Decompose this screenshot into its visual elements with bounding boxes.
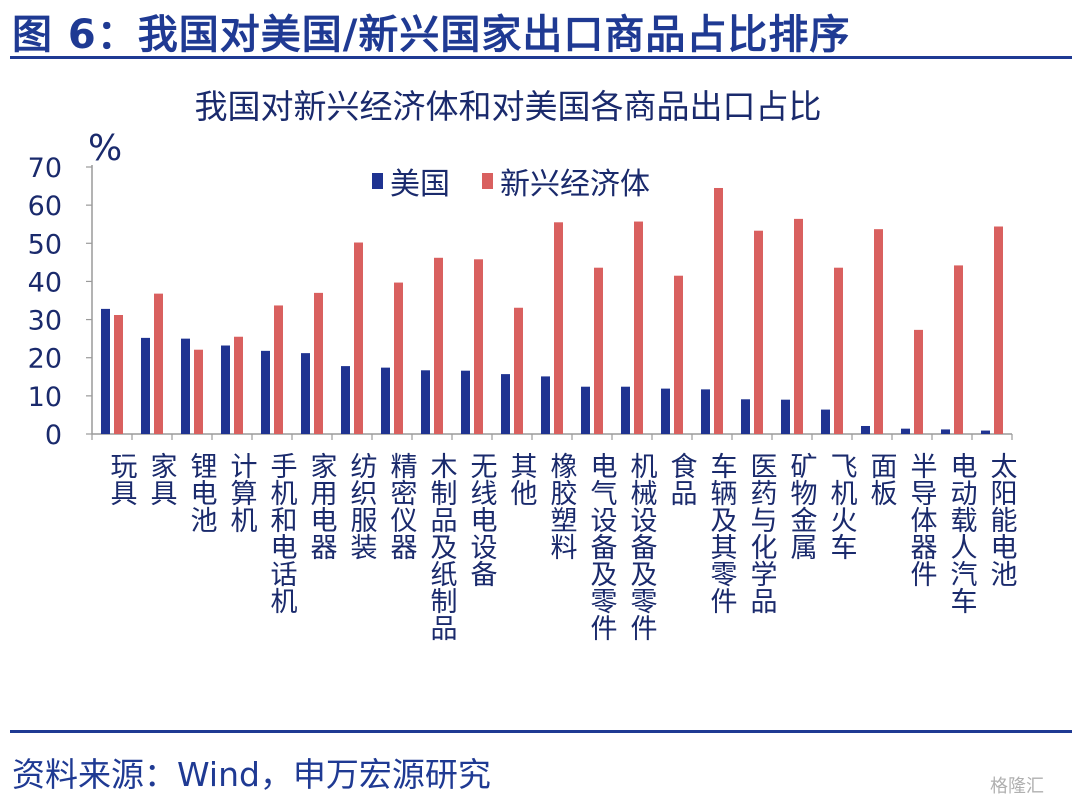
bar-emerging-22: [994, 226, 1003, 434]
bar-usa-7: [381, 367, 390, 434]
x-tick-label: 电动载人汽车: [946, 452, 978, 614]
x-tick-label: 手机和电话机: [266, 452, 298, 614]
y-axis-ticks: 0 10 20 30 40 50 60 70: [28, 153, 92, 451]
bar-emerging-3: [234, 336, 243, 434]
bar-emerging-11: [554, 222, 563, 434]
bar-usa-2: [181, 338, 190, 434]
y-axis-label: %: [88, 128, 122, 169]
y-tick-label: 10: [28, 382, 62, 413]
bar-usa-10: [501, 374, 510, 434]
bottom-rule: [10, 730, 1072, 733]
x-tick-label: 机械设备及零件: [626, 452, 658, 641]
x-tick-label: 食品: [666, 452, 697, 506]
bar-usa-16: [741, 399, 750, 434]
legend-label-1: 新兴经济体: [500, 167, 650, 202]
bar-emerging-13: [634, 221, 643, 434]
x-tick-label: 半导体器件: [906, 452, 938, 587]
bars: [101, 187, 1003, 434]
figure-title: 图 6：我国对美国/新兴国家出口商品占比排序: [12, 12, 851, 58]
x-tick-label: 太阳能电池: [986, 452, 1017, 587]
x-tick-label: 家具: [146, 452, 177, 506]
bar-emerging-1: [154, 293, 163, 434]
bar-usa-3: [221, 345, 230, 434]
chart-title: 我国对新兴经济体和对美国各商品出口占比: [195, 87, 822, 126]
bar-emerging-16: [754, 230, 763, 434]
x-tick-label: 家用电器: [306, 452, 338, 560]
x-tick-label: 橡胶塑料: [546, 452, 578, 560]
legend: 美国 新兴经济体: [372, 167, 650, 202]
bar-emerging-7: [394, 282, 403, 434]
bar-emerging-10: [514, 307, 523, 434]
bar-emerging-6: [354, 242, 363, 434]
bar-emerging-15: [714, 187, 723, 434]
x-tick-label: 木制品及纸制品: [426, 452, 458, 641]
bar-emerging-18: [834, 267, 843, 434]
x-tick-label: 无线电设备: [466, 452, 498, 587]
x-tick-label: 纺织服装: [346, 452, 378, 560]
bar-usa-9: [461, 370, 470, 434]
x-tick-label: 电气设备及零件: [586, 452, 618, 641]
legend-swatch-0: [372, 173, 383, 189]
bar-usa-18: [821, 409, 830, 434]
x-tick-label: 精密仪器: [386, 452, 418, 560]
watermark-logo: 格隆汇: [990, 776, 1044, 797]
y-tick-label: 60: [28, 191, 62, 222]
bar-emerging-2: [194, 349, 203, 434]
bar-emerging-5: [314, 292, 323, 434]
bar-emerging-17: [794, 218, 803, 434]
bar-usa-15: [701, 389, 710, 434]
bar-usa-6: [341, 366, 350, 434]
x-axis-labels: 玩具 家具 锂电池 计算机 手机和电话机 家用电器 纺织服装 精密仪器 木制品及纸制品 无线电设备…: [106, 452, 1017, 641]
bar-usa-1: [141, 337, 150, 434]
bar-usa-8: [421, 370, 430, 434]
x-tick-label: 矿物金属: [786, 452, 818, 560]
y-tick-label: 40: [28, 267, 62, 298]
x-tick-label: 车辆及其零件: [706, 452, 738, 614]
x-tick-label: 其他: [506, 452, 538, 506]
legend-swatch-1: [482, 173, 493, 189]
y-tick-label: 30: [28, 306, 62, 337]
bar-usa-5: [301, 353, 310, 434]
bar-emerging-19: [874, 229, 883, 434]
bar-usa-19: [861, 425, 870, 434]
bar-usa-20: [901, 428, 910, 434]
bar-usa-11: [541, 376, 550, 434]
source-note: 资料来源：Wind，申万宏源研究: [12, 755, 491, 794]
bar-usa-14: [661, 388, 670, 434]
bar-usa-0: [101, 308, 110, 434]
bar-emerging-20: [914, 329, 923, 434]
bar-emerging-8: [434, 257, 443, 434]
bar-usa-17: [781, 399, 790, 434]
x-tick-label: 飞机火车: [826, 452, 858, 560]
legend-label-0: 美国: [390, 167, 450, 202]
x-tick-label: 锂电池: [186, 452, 218, 533]
x-tick-label: 计算机: [226, 452, 258, 533]
bar-usa-4: [261, 350, 270, 434]
y-tick-label: 0: [45, 420, 62, 451]
bar-usa-12: [581, 386, 590, 434]
x-tick-label: 面板: [866, 452, 898, 506]
y-tick-label: 50: [28, 229, 62, 260]
bar-emerging-14: [674, 275, 683, 434]
bar-emerging-0: [114, 314, 123, 434]
x-tick-label: 玩具: [106, 452, 138, 506]
bar-usa-22: [981, 430, 990, 434]
bar-emerging-12: [594, 267, 603, 434]
bar-emerging-9: [474, 259, 483, 434]
axes: [91, 165, 1013, 440]
x-tick-label: 医药与化学品: [746, 452, 777, 614]
y-tick-label: 70: [28, 153, 62, 184]
bar-emerging-4: [274, 305, 283, 434]
y-tick-label: 20: [28, 344, 62, 375]
top-rule: [10, 56, 1072, 59]
bar-usa-13: [621, 386, 630, 434]
bar-emerging-21: [954, 265, 963, 434]
bar-usa-21: [941, 429, 950, 434]
